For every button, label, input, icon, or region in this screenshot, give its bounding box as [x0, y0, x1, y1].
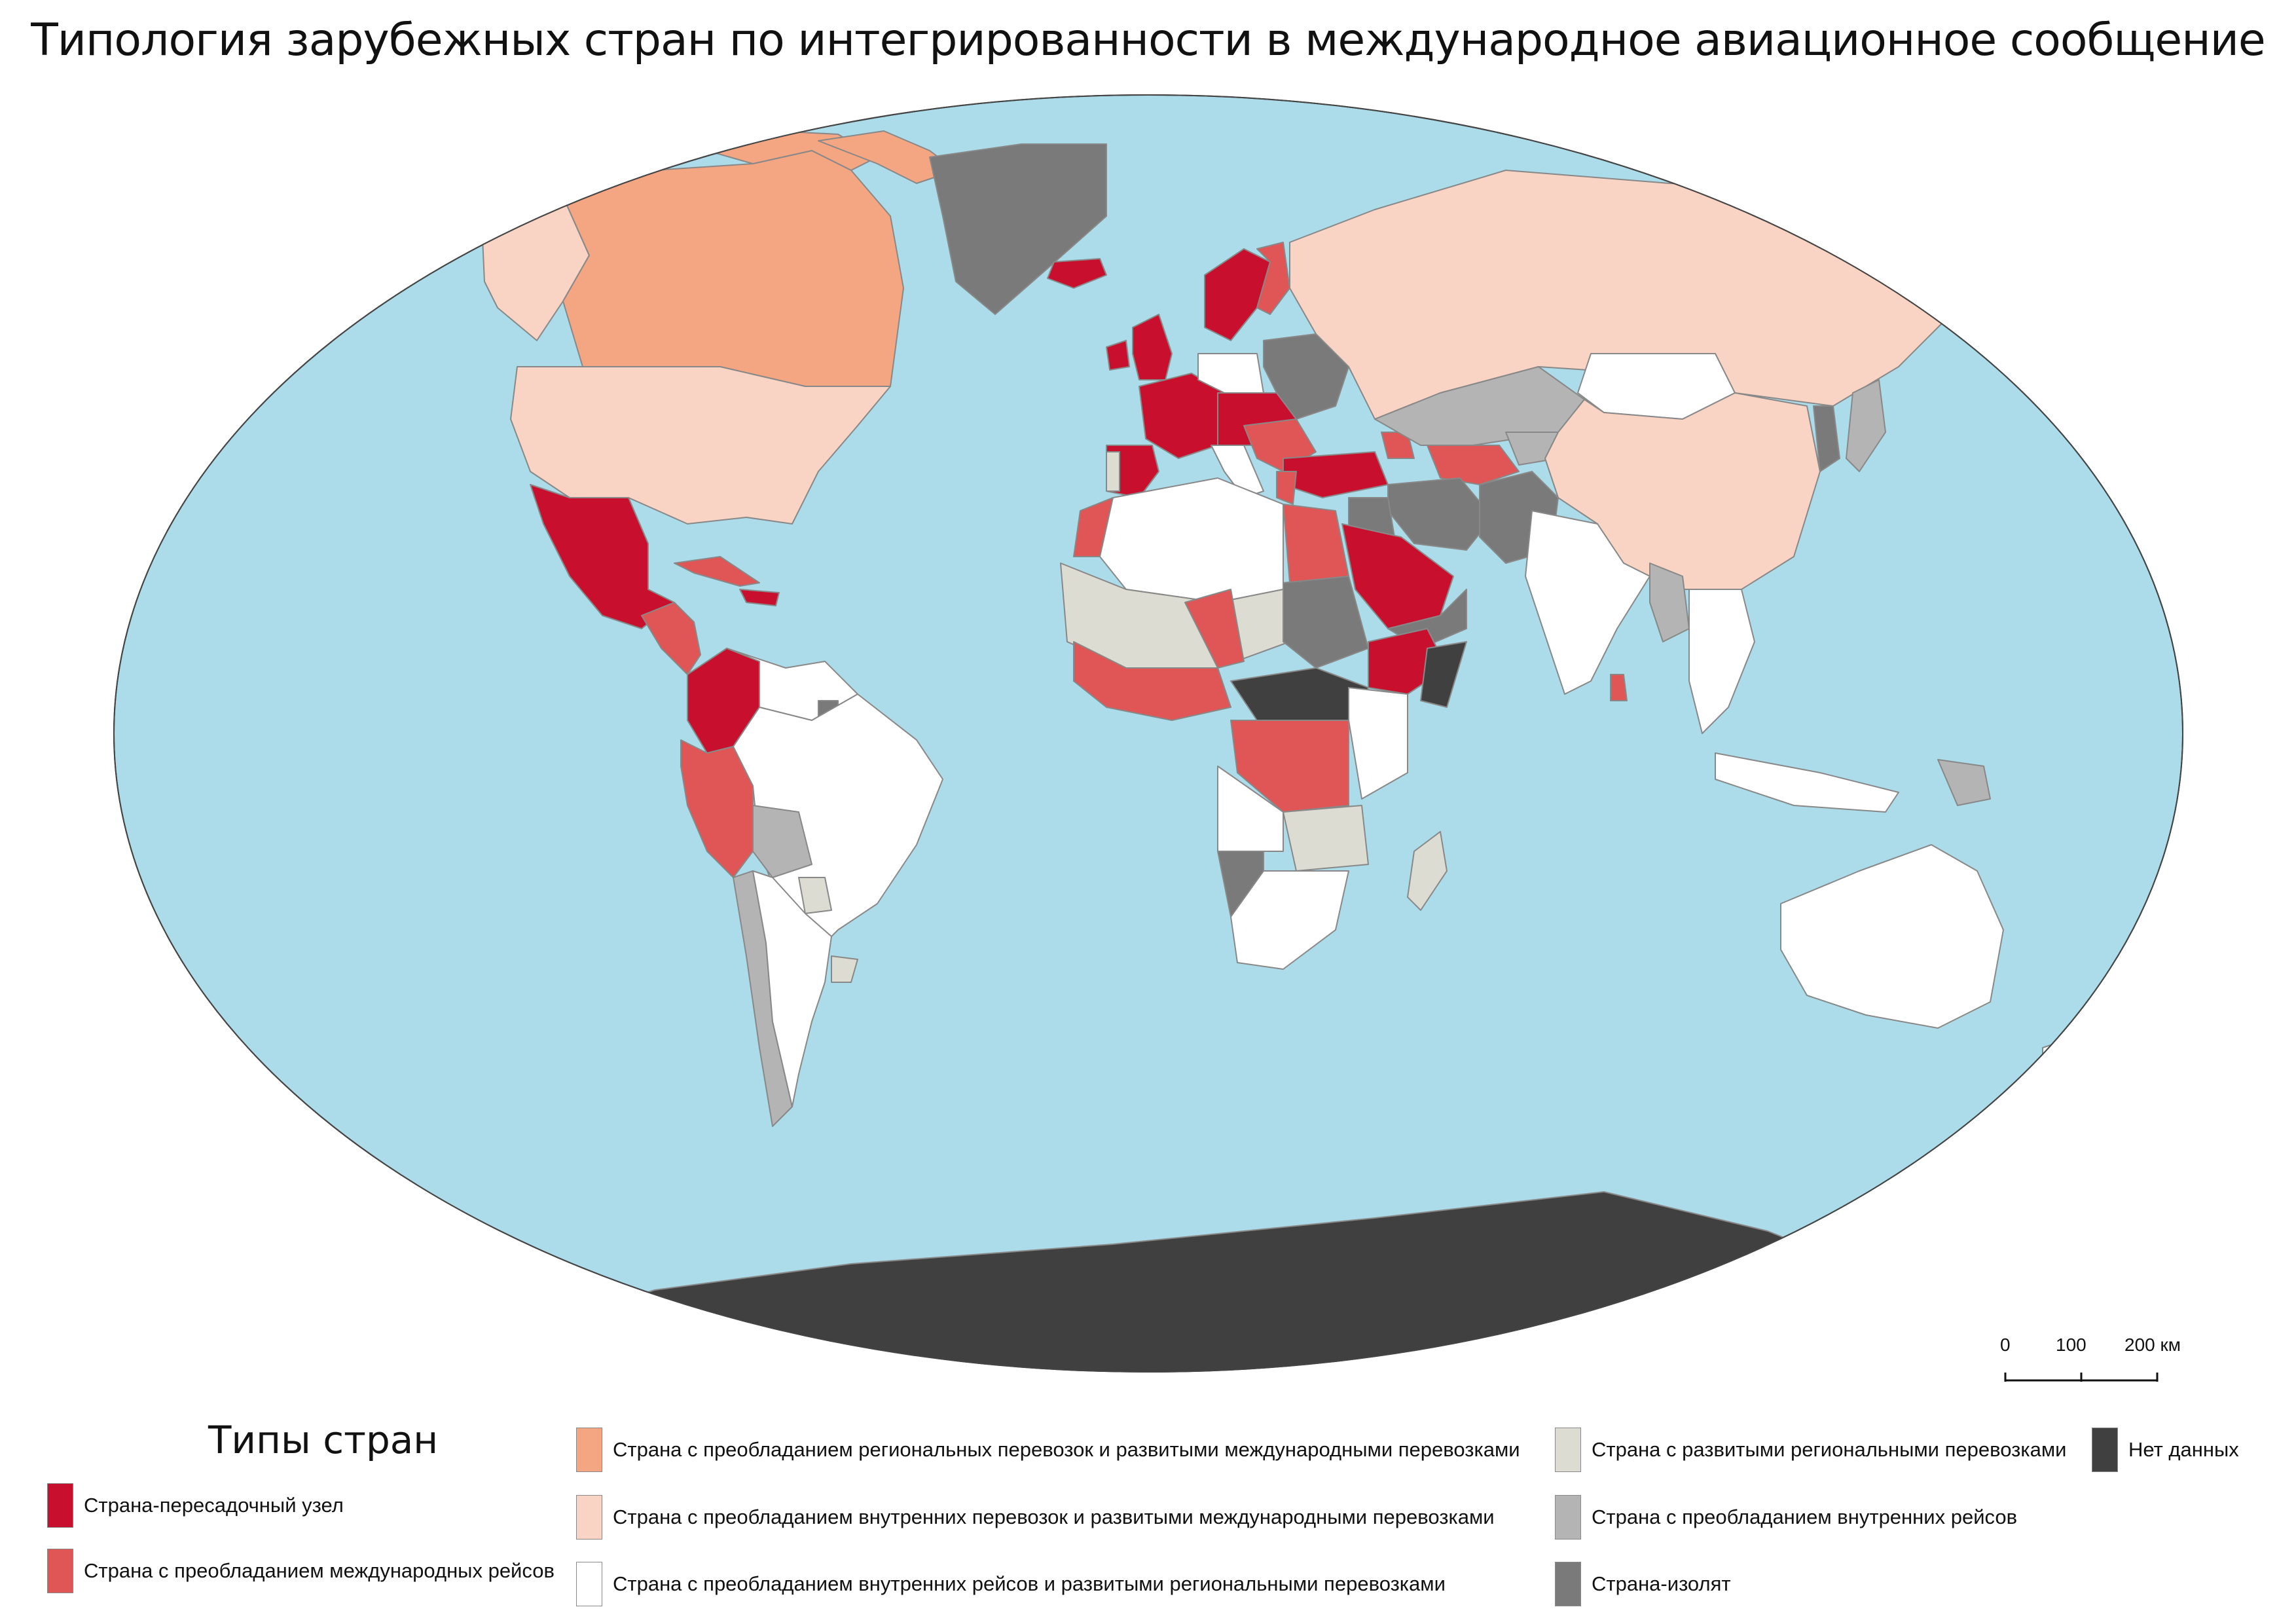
legend-swatch: [47, 1549, 73, 1593]
country-somalia: [1420, 641, 1467, 708]
country-paraguay: [798, 877, 832, 914]
map-title: Типология зарубежных стран по интегриров…: [31, 14, 2266, 66]
legend-item: Страна с преобладанием региональных пере…: [576, 1428, 1520, 1472]
country-algeria-libya: [1099, 477, 1284, 603]
scale-bar: 0 100 200 км: [2000, 1335, 2216, 1387]
legend-label: Нет данных: [2128, 1438, 2239, 1461]
legend-label: Страна с развитыми региональными перевоз…: [1592, 1438, 2067, 1461]
legend-label: Страна-изолят: [1592, 1572, 1731, 1595]
country-east-africa: [1348, 687, 1408, 800]
country-cuba: [674, 556, 760, 587]
scale-tick-2: 200 км: [2124, 1335, 2181, 1355]
country-png: [1937, 759, 1991, 806]
country-china: [1544, 392, 1821, 590]
country-japan: [1846, 379, 1886, 472]
legend-item: Страна с преобладанием внутренних рейсов…: [576, 1562, 1446, 1606]
country-uzbekistan-turkmenistan: [1427, 445, 1520, 485]
legend-item: Страна с развитыми региональными перевоз…: [1555, 1428, 2066, 1472]
country-west-africa: [1073, 641, 1231, 721]
legend-label: Страна с преобладанием внутренних рейсов…: [613, 1572, 1446, 1595]
country-india: [1525, 510, 1650, 695]
country-australia: [1780, 844, 2004, 1029]
country-zambia-zimbabwe: [1283, 805, 1369, 872]
country-greece: [1276, 471, 1297, 505]
country-madagascar: [1407, 831, 1448, 911]
country-korea: [1813, 405, 1840, 472]
country-ireland: [1106, 340, 1130, 371]
legend-swatch: [2092, 1428, 2118, 1472]
scale-tick-1: 100: [2056, 1335, 2086, 1355]
country-dominican: [739, 589, 780, 606]
country-greenland: [929, 143, 1107, 315]
legend-swatch: [1555, 1428, 1581, 1472]
country-south-africa: [1230, 870, 1349, 970]
country-peru-ecuador: [680, 739, 754, 878]
country-sri-lanka: [1610, 674, 1628, 701]
legend-swatch: [1555, 1495, 1581, 1540]
country-uruguay: [831, 955, 858, 983]
legend-swatch: [47, 1483, 73, 1528]
country-usa: [510, 366, 891, 525]
country-indonesia: [1715, 752, 1899, 813]
legend-label: Страна с преобладанием региональных пере…: [613, 1438, 1520, 1461]
legend-item: Нет данных: [2092, 1428, 2239, 1472]
legend-label: Страна с преобладанием внутренних рейсов: [1592, 1505, 2018, 1528]
legend-label: Страна с преобладанием внутренних перево…: [613, 1505, 1495, 1528]
legend-heading: Типы стран: [208, 1418, 439, 1462]
legend-swatch: [576, 1428, 602, 1472]
country-iceland: [1047, 258, 1107, 289]
country-angola: [1217, 766, 1284, 852]
country-nigeria: [1184, 589, 1245, 669]
country-central-america: [641, 602, 701, 675]
scale-tick-0: 0: [2000, 1335, 2011, 1355]
legend-item: Страна-изолят: [1555, 1562, 1731, 1606]
country-russia: [1289, 170, 1952, 420]
country-myanmar: [1649, 563, 1690, 642]
country-finland: [1256, 242, 1290, 315]
legend-item: Страна с преобладанием внутренних перево…: [576, 1495, 1495, 1540]
legend-swatch: [576, 1495, 602, 1540]
legend-label: Страна с преобладанием международных рей…: [84, 1559, 555, 1582]
legend-item: Страна-пересадочный узел: [47, 1483, 344, 1528]
legend-item: Страна с преобладанием внутренних рейсов: [1555, 1495, 2017, 1540]
country-argentina: [752, 870, 832, 1107]
country-southeast-asia: [1688, 589, 1755, 734]
legend-item: Страна с преобладанием международных рей…: [47, 1549, 555, 1593]
legend-swatch: [1555, 1562, 1581, 1606]
country-portugal: [1106, 451, 1120, 492]
country-sudan: [1283, 576, 1369, 669]
legend-label: Страна-пересадочный узел: [84, 1494, 344, 1517]
country-bolivia: [752, 805, 812, 878]
legend-swatch: [576, 1562, 602, 1606]
